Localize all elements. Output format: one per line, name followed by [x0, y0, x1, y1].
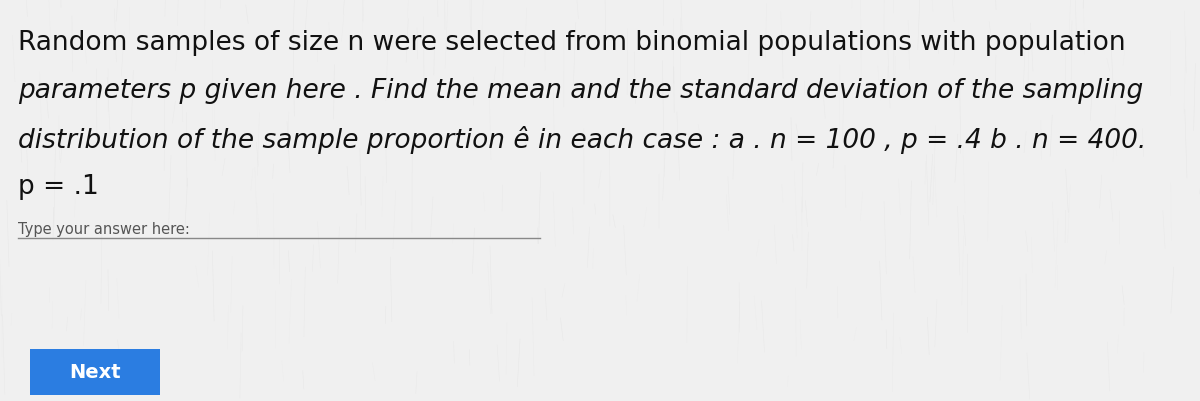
Text: Random samples of size n were selected from binomial populations with population: Random samples of size n were selected f… [18, 30, 1126, 56]
Text: p = .1: p = .1 [18, 174, 98, 200]
FancyBboxPatch shape [30, 349, 160, 395]
Text: Type your answer here:: Type your answer here: [18, 222, 190, 237]
Text: Next: Next [70, 363, 121, 381]
Text: parameters p given here . Find the mean and the standard deviation of the sampli: parameters p given here . Find the mean … [18, 78, 1144, 104]
Text: distribution of the sample proportion ê in each case : a . n = 100 , p = .4 b . : distribution of the sample proportion ê … [18, 126, 1146, 154]
